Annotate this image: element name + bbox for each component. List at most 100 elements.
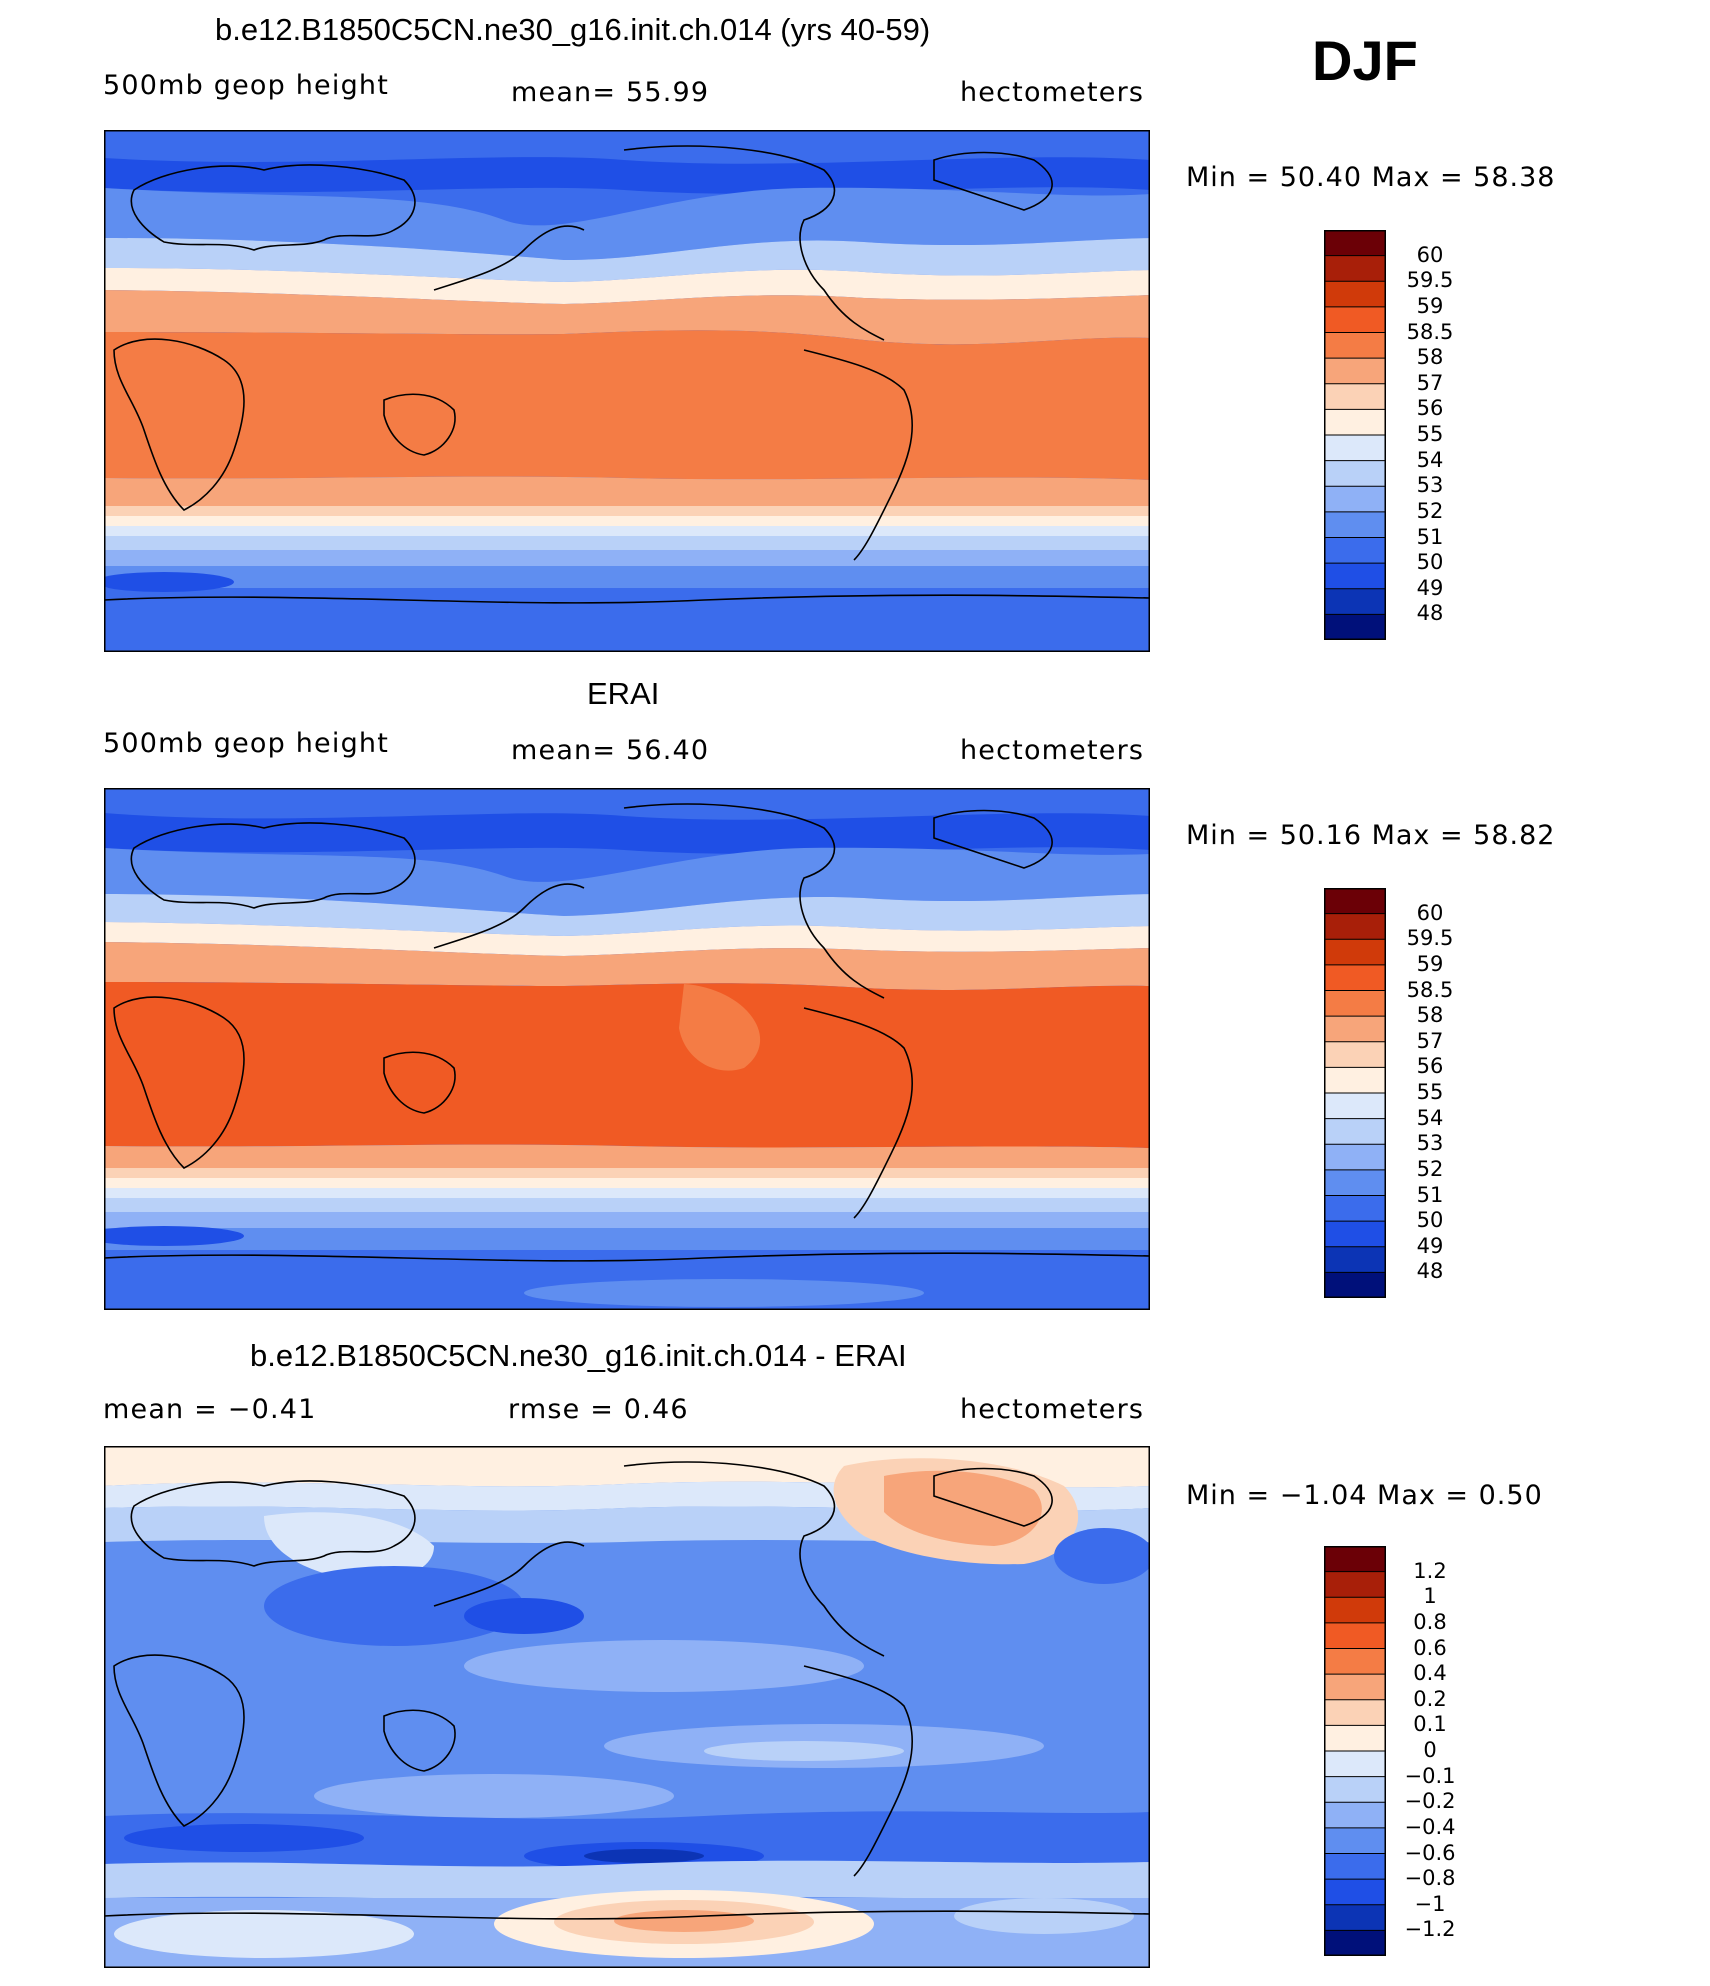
colorbar-tick-label: 49	[1416, 575, 1444, 600]
field-band	[524, 1279, 924, 1307]
colorbar-tick-label: 58	[1416, 1003, 1444, 1028]
colorbar-swatch	[1324, 1597, 1386, 1624]
colorbar-tick-label: 60	[1416, 900, 1444, 925]
field-band	[104, 238, 1150, 282]
colorbar-swatch	[1324, 1751, 1386, 1778]
colorbar-swatch	[1324, 1853, 1386, 1880]
field-band	[954, 1898, 1134, 1934]
colorbar-tick-label: 58.5	[1406, 977, 1454, 1002]
panel-3-minmax-label: Min = −1.04 Max = 0.50	[1186, 1480, 1543, 1511]
colorbar-swatch	[1324, 1272, 1386, 1298]
colorbar-tick-label: 55	[1416, 422, 1444, 446]
field-band	[104, 572, 234, 592]
colorbar-swatch	[1324, 383, 1386, 410]
colorbar-tick-label: 0.4	[1413, 1661, 1447, 1686]
colorbar-tick-label: 48	[1416, 1259, 1444, 1284]
panel-2-variable-label: 500mb geop height	[103, 728, 390, 759]
field-band	[104, 330, 1150, 480]
colorbar-swatch	[1324, 563, 1386, 590]
field-band	[104, 1198, 1150, 1212]
colorbar-swatch	[1324, 1802, 1386, 1829]
colorbar-swatches	[1324, 230, 1386, 640]
panel-1-variable-label: 500mb geop height	[103, 70, 390, 101]
field-band	[264, 1566, 524, 1646]
field-band	[104, 1144, 1150, 1171]
field-band	[104, 1212, 1150, 1228]
colorbar-swatch	[1324, 1246, 1386, 1273]
colorbar-tick-label: −0.1	[1404, 1763, 1456, 1788]
colorbar-swatch	[1324, 939, 1386, 966]
colorbar-swatch	[1324, 588, 1386, 615]
colorbar-tick-label: −0.4	[1404, 1814, 1456, 1839]
panel-3-field-svg	[104, 1446, 1150, 1968]
panel-2-units-label: hectometers	[960, 735, 1145, 766]
field-band	[679, 984, 761, 1071]
colorbar-tick-label: 56	[1416, 396, 1444, 421]
colorbar-swatch	[1324, 281, 1386, 308]
colorbar-swatch	[1324, 537, 1386, 564]
season-label: DJF	[1312, 29, 1418, 92]
colorbar-tick-label: 58.5	[1406, 319, 1454, 344]
map-frame	[104, 788, 1150, 1310]
colorbar-swatch	[1324, 1118, 1386, 1145]
colorbar-swatch	[1324, 1904, 1386, 1931]
map-frame	[104, 1446, 1150, 1968]
field-band	[464, 1598, 584, 1634]
colorbar-swatch	[1324, 1067, 1386, 1094]
colorbar-frame	[1324, 230, 1386, 640]
field-band	[104, 1178, 1150, 1188]
colorbar-swatch	[1324, 435, 1386, 462]
colorbar-swatch	[1324, 1571, 1386, 1598]
field-band	[104, 982, 1150, 1148]
colorbar-tick-label: 57	[1416, 370, 1444, 395]
panel-3-map	[104, 1446, 1150, 1968]
colorbar-tick-label: 0.8	[1413, 1609, 1447, 1634]
field-band	[104, 187, 1150, 260]
colorbar-tick-label: 57	[1416, 1028, 1444, 1053]
colorbar-swatch	[1324, 1725, 1386, 1752]
colorbar-tick-label: 58	[1416, 345, 1444, 370]
field-band	[104, 526, 1150, 536]
field-band	[1054, 1528, 1150, 1584]
colorbar-swatch	[1324, 964, 1386, 992]
field-band	[104, 290, 1150, 345]
colorbar-frame	[1324, 888, 1386, 1298]
colorbar-frame	[1324, 1546, 1386, 1956]
panel-1-colorbar	[1324, 230, 1386, 640]
colorbar-tick-label: 0.2	[1413, 1686, 1447, 1711]
colorbar-tick-label: 52	[1416, 1156, 1444, 1181]
field-band	[884, 1470, 1042, 1546]
field-band	[104, 1226, 244, 1246]
colorbar-swatch	[1324, 409, 1386, 436]
colorbar-swatch	[1324, 230, 1386, 257]
panel-3-mean-label: mean = −0.41	[103, 1394, 317, 1425]
field-band	[104, 550, 1150, 566]
colorbar-swatch	[1324, 1195, 1386, 1222]
coastlines	[104, 1461, 1150, 1920]
colorbar-swatch	[1324, 1221, 1386, 1248]
field-band	[104, 894, 1150, 936]
panel-2-map	[104, 788, 1150, 1310]
colorbar-swatch	[1324, 255, 1386, 282]
colorbar-swatch	[1324, 460, 1386, 487]
field-band	[104, 1168, 1150, 1178]
field-band	[124, 1824, 364, 1852]
panel-3-title: b.e12.B1850C5CN.ne30_g16.init.ch.014 - E…	[250, 1338, 907, 1373]
field-band	[104, 1188, 1150, 1198]
panel-2-minmax-label: Min = 50.16 Max = 58.82	[1186, 820, 1556, 851]
panel-2-colorbar	[1324, 888, 1386, 1298]
colorbar-tick-label: 59	[1416, 951, 1444, 976]
colorbar-swatch	[1324, 1169, 1386, 1197]
colorbar-swatch	[1324, 1622, 1386, 1650]
colorbar-tick-label: 50	[1416, 1208, 1444, 1233]
panel-1-map	[104, 130, 1150, 652]
field-band	[264, 1512, 434, 1580]
colorbar-swatch	[1324, 1144, 1386, 1171]
colorbar-tick-label: −1	[1414, 1891, 1446, 1916]
field-band	[104, 506, 1150, 516]
colorbar-swatch	[1324, 1648, 1386, 1675]
coastlines	[104, 803, 1150, 1262]
field-band	[314, 1774, 674, 1818]
colorbar-swatch	[1324, 358, 1386, 385]
field-band	[104, 847, 1150, 916]
